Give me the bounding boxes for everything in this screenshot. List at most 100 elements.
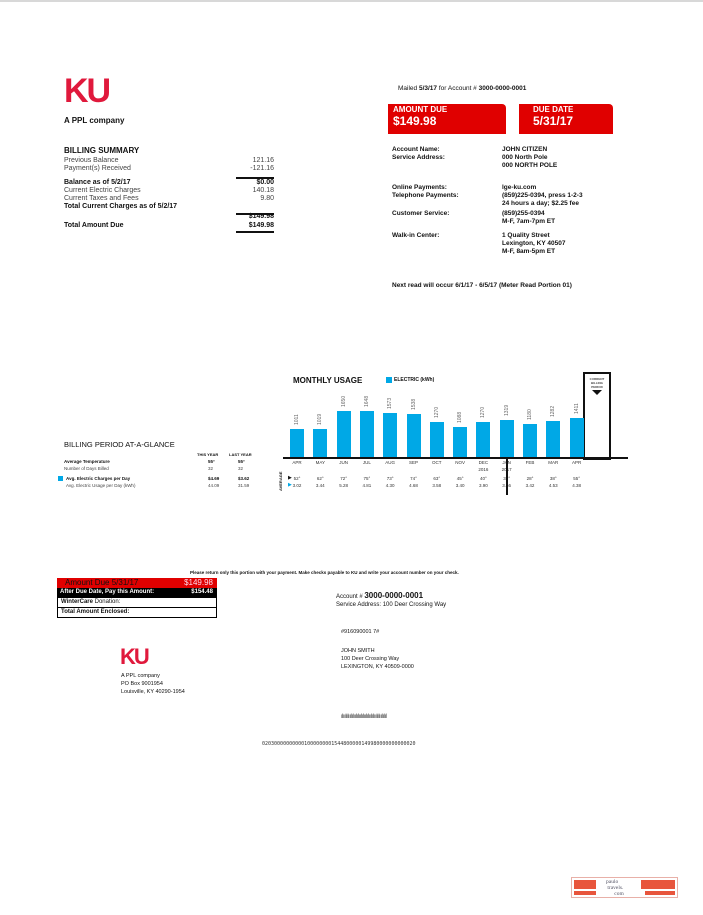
info-value: lge-ku.com	[502, 184, 536, 192]
usage-bar	[383, 413, 398, 458]
for-account-label: for Account #	[438, 85, 477, 92]
total-enclosed-label: Total Amount Enclosed:	[61, 609, 130, 615]
account-info-row: Walk-in Center: 1 Quality Street Lexington…	[392, 232, 622, 255]
postal-barcode: ılıılılıılılıılılıılılıılılıılılıılılııl…	[341, 714, 387, 720]
remit-amount-due-label: Amount Due 5/31/17	[65, 578, 139, 587]
glance-last-year: 31.59	[238, 483, 250, 488]
year-label: 2016	[478, 467, 489, 472]
info-value: JOHN CITIZEN	[502, 146, 547, 154]
avg-temperature: 52°	[293, 476, 301, 481]
account-info-row: Customer Service: (859)255-0394 M-F, 7am-7…	[392, 210, 622, 225]
wintercare-row[interactable]: WinterCare Donation:	[57, 598, 217, 608]
month-label: SEP	[408, 460, 418, 465]
summary-label: Current Electric Charges	[64, 187, 141, 194]
avg-temperature: 55°	[573, 476, 580, 481]
month-label: MAR	[548, 460, 559, 465]
billing-summary-title: BILLING SUMMARY	[64, 146, 140, 155]
account-info-row: Service Address: 000 North Pole 000 NORTH …	[392, 154, 622, 169]
next-read: Next read will occur 6/1/17 - 6/5/17 (Me…	[392, 282, 572, 289]
bar-value-label: 1270	[433, 406, 440, 418]
chart-title: MONTHLY USAGE	[293, 376, 363, 385]
month-label: MAY	[315, 460, 325, 465]
account-number: 3000-0000-0001	[478, 85, 527, 92]
avg-temperature: 28°	[526, 476, 534, 481]
glance-title: BILLING PERIOD AT-A-GLANCE	[64, 440, 175, 449]
usage-chart: 1011 APR 52° 3.02 1019 MAY 62° 3.44 1650 JUN 72° 5.…	[290, 395, 584, 488]
bar-value-label: 1538	[410, 399, 417, 411]
summary-label: Current Taxes and Fees	[64, 195, 139, 202]
usage-bar	[290, 429, 304, 458]
summary-value: $149.98	[248, 213, 274, 220]
reference-code: #916090001 7#	[341, 629, 380, 635]
company-address: A PPL company PO Box 9001954 Louisville, K…	[121, 672, 185, 696]
after-due-row: After Due Date, Pay this Amount: $154.48	[57, 588, 217, 598]
usage-swatch	[58, 476, 63, 481]
glance-this-year: 55°	[208, 459, 215, 464]
summary-row: Total Current Charges as of 5/2/17 $149.9…	[64, 203, 274, 220]
avg-temperature: 62°	[316, 476, 324, 481]
avg-usage: 3.44	[315, 483, 325, 488]
bar-value-label: 1270	[480, 406, 487, 418]
watermark-logo: paulo travels. com	[571, 877, 678, 898]
mailed-line: Mailed 5/3/17 for Account # 3000-0000-00…	[398, 85, 526, 92]
usage-bar	[359, 411, 374, 458]
billing-summary: BILLING SUMMARY Previous Balance 121.16 Pa…	[64, 146, 274, 246]
temperature-marker-icon: ▶	[288, 475, 292, 481]
total-enclosed-row[interactable]: Total Amount Enclosed:	[57, 608, 217, 618]
after-due-label: After Due Date, Pay this Amount:	[60, 589, 155, 595]
customer-line: LEXINGTON, KY 40509-0000	[341, 664, 414, 670]
summary-label: Total Amount Due	[64, 222, 124, 229]
info-value: (859)255-0394 M-F, 7am-7pm ET	[502, 210, 555, 226]
avg-usage: 5.28	[339, 483, 348, 488]
month-label: APR	[571, 460, 582, 465]
bar-value-label: 1650	[340, 395, 347, 407]
bar-value-label: 1573	[387, 398, 394, 410]
avg-temperature: 38°	[549, 476, 557, 481]
bar-value-label: 1011	[294, 414, 300, 426]
usage-bar	[313, 428, 328, 458]
ku-logo: KU	[64, 72, 111, 110]
bar-value-label: 1648	[363, 395, 370, 408]
usage-bar	[453, 427, 468, 458]
month-label: APR	[292, 460, 302, 465]
due-date-label: DUE DATE	[533, 105, 574, 114]
amount-due-box: AMOUNT DUE $149.98	[388, 104, 506, 134]
info-line: M-F, 8am-5pm ET	[502, 248, 556, 255]
info-label: Account Name:	[392, 146, 440, 153]
info-line[interactable]: lge-ku.com	[502, 184, 537, 191]
info-line: 000 North Pole	[502, 154, 548, 161]
company-line: Louisville, KY 40290-1954	[121, 689, 185, 695]
avg-usage: 3.90	[479, 483, 488, 488]
avg-temperature: 40°	[479, 476, 487, 481]
avg-temperature: 73°	[386, 476, 394, 481]
summary-value: 121.16	[252, 157, 274, 164]
divider	[236, 177, 274, 179]
bar-value-label: 1088	[457, 411, 464, 423]
remit-service-address: Service Address: 100 Deer Crossing Way	[336, 602, 447, 608]
x-axis	[283, 457, 628, 459]
wintercare-label: WinterCare	[61, 599, 93, 605]
company-line: PO Box 9001954	[121, 681, 163, 687]
info-label: Customer Service:	[392, 210, 450, 217]
bar-value-label: 1019	[317, 413, 324, 425]
info-label: Telephone Payments:	[392, 192, 459, 199]
avg-usage: 3.02	[292, 483, 302, 488]
due-date-box: DUE DATE 5/31/17	[519, 104, 613, 134]
avg-usage: 4.81	[362, 483, 372, 488]
summary-row: Payment(s) Received -121.16	[64, 165, 274, 173]
customer-address: JOHN SMITH 100 Deer Crossing Way LEXINGTON…	[341, 647, 414, 671]
arrow-down-icon	[592, 390, 602, 395]
current-period-label: CURRENT BILLING PERIOD	[589, 377, 605, 389]
company-line: A PPL company	[121, 673, 160, 679]
summary-value: -121.16	[250, 165, 274, 172]
summary-label: Total Current Charges as of 5/2/17	[64, 203, 178, 210]
info-line: 24 hours a day; $2.25 fee	[502, 200, 579, 207]
return-instruction: Please return only this portion with you…	[190, 570, 459, 575]
divider	[236, 213, 274, 215]
info-line: JOHN CITIZEN	[502, 146, 548, 153]
after-due-value: $154.48	[191, 589, 213, 595]
month-label: DEC	[478, 460, 489, 465]
summary-row: Current Taxes and Fees 9.80	[64, 195, 274, 203]
month-label: AUG	[385, 460, 396, 465]
usage-bar	[546, 421, 561, 458]
